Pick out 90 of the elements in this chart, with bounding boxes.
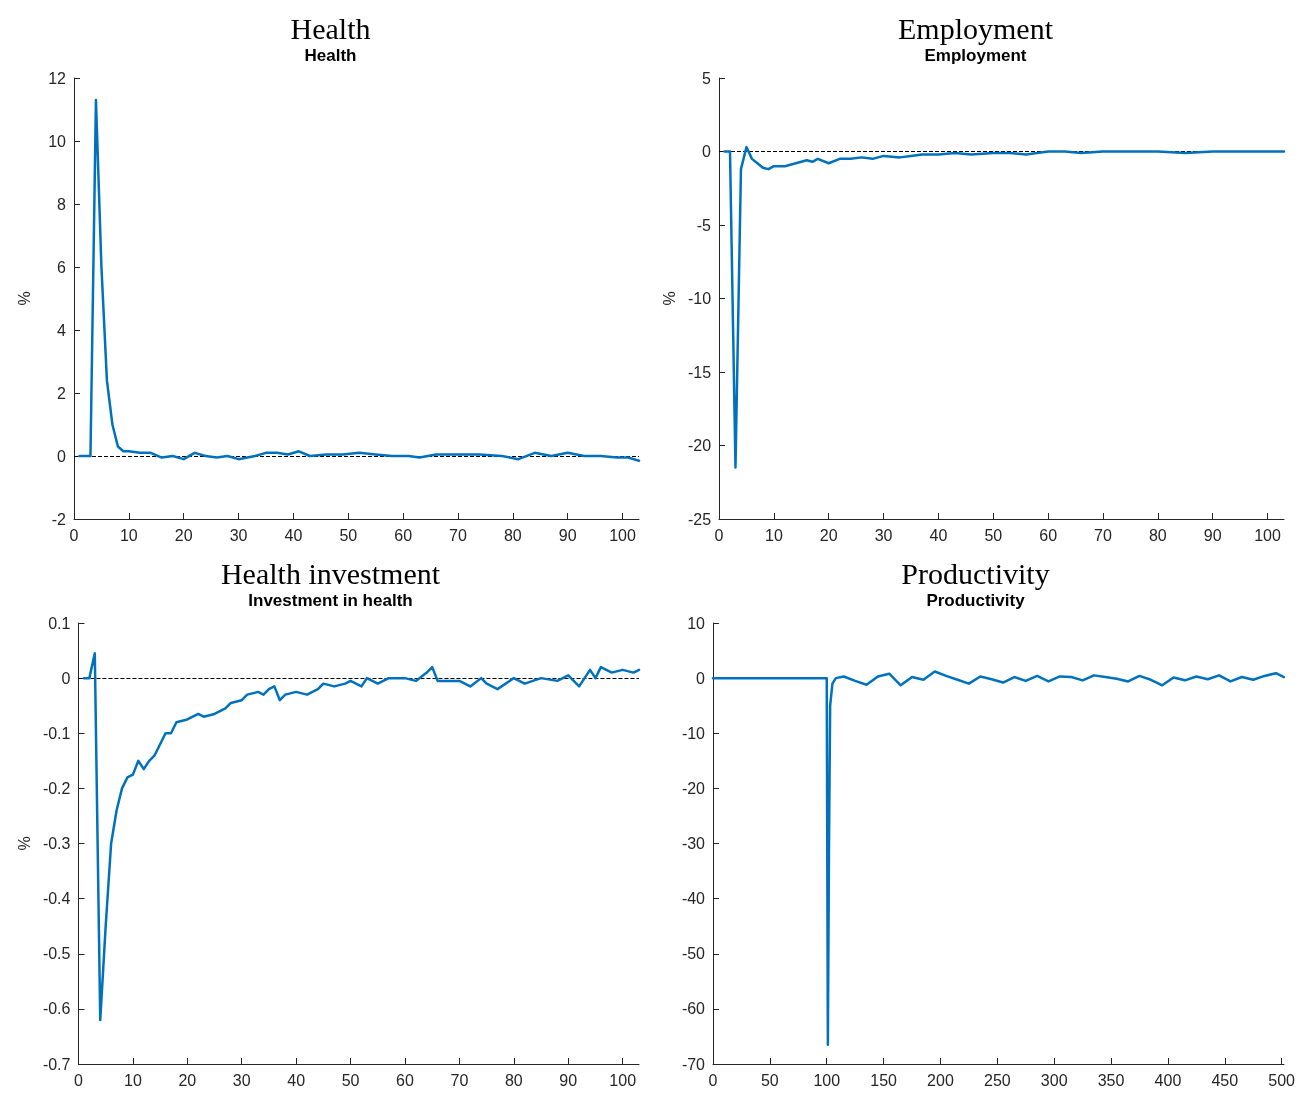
y-tick-label: 4	[57, 321, 67, 339]
x-tick-label: 50	[760, 1071, 779, 1089]
x-tick-label: 40	[284, 526, 303, 544]
x-tick-label: 90	[1203, 526, 1222, 544]
chart-subtitle: Employment	[924, 46, 1027, 65]
x-tick-label: 200	[927, 1071, 954, 1089]
x-tick-label: 80	[1148, 526, 1167, 544]
chart-title: Productivity	[901, 556, 1050, 590]
x-tick-label: 50	[339, 526, 358, 544]
x-tick-label: 80	[503, 526, 522, 544]
line-series	[78, 98, 641, 462]
y-tick-label: 0	[61, 669, 71, 687]
y-tick-label: -50	[681, 945, 706, 963]
y-axis-title: %	[660, 291, 678, 306]
x-tick-label: 80	[504, 1071, 523, 1089]
y-tick-label: -60	[681, 1000, 706, 1018]
chart-title: Employment	[898, 11, 1054, 45]
x-tick-label: 100	[813, 1071, 841, 1089]
x-tick-label: 0	[714, 526, 724, 544]
x-tick-label: 40	[287, 1071, 306, 1089]
y-tick-label: 8	[57, 195, 67, 213]
y-tick-label: -0.5	[42, 945, 71, 963]
y-tick-label: 0	[702, 143, 712, 160]
x-tick-label: 60	[396, 1071, 414, 1089]
y-tick-label: 0	[696, 669, 706, 687]
y-tick-label: -0.4	[42, 890, 71, 908]
y-tick-label: -0.3	[42, 835, 71, 852]
y-tick-label: -0.2	[42, 779, 71, 797]
x-tick-label: 20	[819, 526, 838, 544]
line-series	[711, 670, 1286, 1046]
y-tick-label: 6	[57, 258, 67, 276]
x-tick-label: 30	[874, 526, 893, 544]
x-tick-label: 10	[119, 526, 138, 544]
y-tick-label: 5	[702, 69, 712, 87]
y-tick-label: 10	[687, 614, 706, 632]
x-tick-label: 450	[1211, 1071, 1239, 1089]
y-tick-label: -0.6	[42, 1000, 71, 1018]
y-tick-label: -10	[681, 724, 706, 742]
x-tick-label: 50	[341, 1071, 360, 1089]
x-tick-label: 250	[983, 1071, 1011, 1089]
x-tick-label: 0	[74, 1071, 84, 1089]
x-tick-label: 20	[174, 526, 193, 544]
x-tick-label: 90	[559, 1071, 578, 1089]
chart-title: Health investment	[220, 556, 441, 590]
x-tick-label: 60	[394, 526, 413, 544]
x-tick-label: 10	[123, 1071, 142, 1089]
x-tick-label: 30	[229, 526, 248, 544]
x-tick-label: 50	[984, 526, 1003, 544]
chart-title: Health	[290, 11, 371, 45]
y-tick-label: -2	[51, 510, 67, 528]
y-tick-label: 0	[57, 447, 67, 465]
y-axis-title: %	[15, 291, 33, 306]
x-tick-label: 100	[1254, 526, 1281, 544]
x-tick-label: 90	[558, 526, 577, 544]
y-tick-label: 10	[48, 132, 67, 150]
x-tick-label: 70	[1094, 526, 1112, 544]
y-axis-title: %	[15, 836, 33, 851]
x-tick-label: 350	[1097, 1071, 1125, 1089]
y-tick-label: -10	[687, 290, 712, 307]
y-tick-label: 0.1	[48, 614, 71, 632]
y-tick-label: -30	[681, 835, 706, 852]
x-tick-label: 150	[870, 1071, 898, 1089]
y-tick-label: -25	[687, 510, 712, 528]
x-tick-label: 10	[764, 526, 783, 544]
x-tick-label: 30	[232, 1071, 251, 1089]
x-tick-label: 70	[449, 526, 467, 544]
x-tick-label: 40	[929, 526, 948, 544]
chart-subtitle: Investment in health	[248, 591, 413, 610]
y-tick-label: -0.1	[42, 724, 71, 742]
y-tick-label: -20	[681, 779, 706, 797]
x-tick-label: 70	[450, 1071, 469, 1089]
line-series	[82, 652, 641, 1022]
chart-subtitle: Productivity	[926, 591, 1026, 610]
y-tick-label: -15	[687, 363, 712, 381]
x-tick-label: 300	[1040, 1071, 1068, 1089]
x-tick-label: 20	[178, 1071, 197, 1089]
chart-subtitle: Health	[304, 46, 357, 65]
y-tick-label: -5	[696, 216, 712, 234]
x-tick-label: 500	[1268, 1071, 1296, 1089]
x-tick-label: 60	[1039, 526, 1058, 544]
y-tick-label: 12	[48, 69, 67, 87]
y-tick-label: -70	[681, 1055, 706, 1073]
x-tick-label: 400	[1154, 1071, 1182, 1089]
y-tick-label: 2	[57, 384, 67, 402]
x-tick-label: 100	[609, 1071, 637, 1089]
x-tick-label: 100	[609, 526, 636, 544]
y-tick-label: -20	[687, 437, 712, 454]
y-tick-label: -0.7	[42, 1055, 71, 1073]
y-tick-label: -40	[681, 890, 706, 908]
line-series	[723, 145, 1286, 469]
